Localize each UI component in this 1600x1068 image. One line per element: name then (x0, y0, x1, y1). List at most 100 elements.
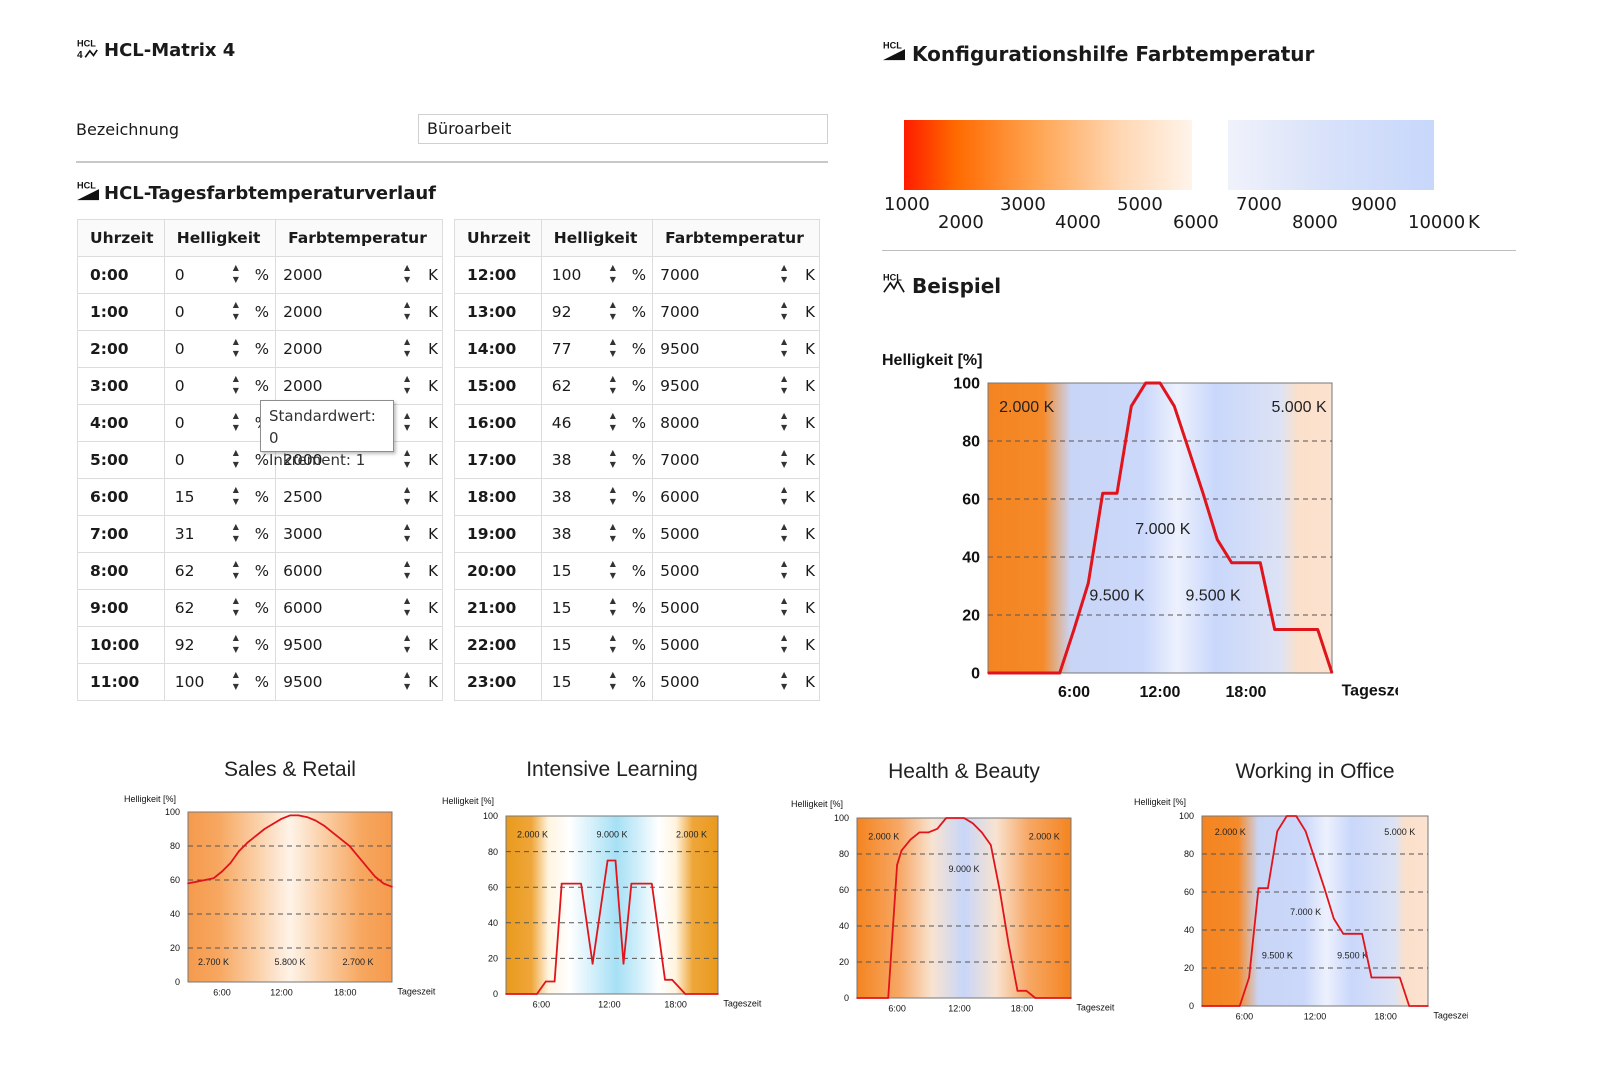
brightness-value[interactable]: 100 (174, 673, 205, 691)
temperature-stepper[interactable]: 5000 ▲ ▼ K (653, 627, 819, 663)
temperature-value[interactable]: 6000 (283, 599, 323, 617)
temperature-value[interactable]: 2500 (283, 488, 323, 506)
temperature-value[interactable]: 2000 (283, 377, 323, 395)
spinner-icon[interactable]: ▲ ▼ (404, 337, 411, 358)
brightness-value[interactable]: 31 (174, 525, 195, 543)
temperature-stepper[interactable]: 8000 ▲ ▼ K (653, 405, 819, 441)
temperature-stepper[interactable]: 2000 ▲ ▼ K (276, 294, 442, 330)
temperature-value[interactable]: 7000 (660, 303, 700, 321)
name-input[interactable]: Büroarbeit (418, 114, 828, 144)
brightness-stepper[interactable]: 62 ▲ ▼% (542, 368, 652, 404)
temperature-value[interactable]: 2000 (283, 266, 323, 284)
brightness-stepper[interactable]: 46 ▲ ▼% (542, 405, 652, 441)
spinner-icon[interactable]: ▲ ▼ (781, 411, 788, 432)
brightness-value[interactable]: 38 (551, 451, 572, 469)
spinner-icon[interactable]: ▲ ▼ (781, 300, 788, 321)
brightness-value[interactable]: 0 (174, 414, 185, 432)
spinner-icon[interactable]: ▲ ▼ (232, 337, 239, 358)
temperature-stepper[interactable]: 9500 ▲ ▼ K (653, 368, 819, 404)
brightness-stepper[interactable]: 0▲▼% (165, 405, 275, 441)
temperature-stepper[interactable]: 7000 ▲ ▼ K (653, 442, 819, 478)
brightness-stepper[interactable]: 0▲▼% (165, 442, 275, 478)
brightness-stepper[interactable]: 0▲▼% (165, 294, 275, 330)
spinner-icon[interactable]: ▲ ▼ (404, 670, 411, 691)
brightness-value[interactable]: 38 (551, 525, 572, 543)
spinner-icon[interactable]: ▲ ▼ (232, 485, 239, 506)
temperature-value[interactable]: 7000 (660, 266, 700, 284)
brightness-stepper[interactable]: 100 ▲ ▼% (542, 257, 652, 293)
temperature-value[interactable]: 9500 (283, 636, 323, 654)
brightness-stepper[interactable]: 92 ▲ ▼% (165, 627, 275, 663)
temperature-value[interactable]: 2000 (283, 451, 323, 469)
brightness-value[interactable]: 0 (174, 303, 185, 321)
spinner-icon[interactable]: ▲ ▼ (404, 596, 411, 617)
temperature-stepper[interactable]: 5000 ▲ ▼ K (653, 590, 819, 626)
temperature-stepper[interactable]: 9500 ▲ ▼ K (276, 627, 442, 663)
spinner-icon[interactable]: ▲ ▼ (404, 559, 411, 580)
brightness-stepper[interactable]: 0▲▼% (165, 257, 275, 293)
temperature-value[interactable]: 5000 (660, 599, 700, 617)
temperature-value[interactable]: 8000 (660, 414, 700, 432)
brightness-value[interactable]: 15 (174, 488, 195, 506)
spinner-icon[interactable]: ▲ ▼ (232, 633, 239, 654)
temperature-value[interactable]: 5000 (660, 525, 700, 543)
brightness-value[interactable]: 92 (551, 303, 572, 321)
spinner-icon[interactable]: ▲ ▼ (609, 559, 616, 580)
spinner-icon[interactable]: ▲ ▼ (232, 670, 239, 691)
spinner-icon[interactable]: ▲ ▼ (781, 448, 788, 469)
temperature-stepper[interactable]: 6000 ▲ ▼ K (276, 590, 442, 626)
spinner-icon[interactable]: ▲ ▼ (609, 263, 616, 284)
brightness-stepper[interactable]: 38 ▲ ▼% (542, 516, 652, 552)
spinner-icon[interactable]: ▲ ▼ (781, 596, 788, 617)
spinner-icon[interactable]: ▲ ▼ (232, 263, 239, 284)
temperature-value[interactable]: 5000 (660, 673, 700, 691)
brightness-value[interactable]: 0 (174, 340, 185, 358)
brightness-stepper[interactable]: 15 ▲ ▼% (542, 553, 652, 589)
spinner-icon[interactable]: ▲ ▼ (404, 485, 411, 506)
temperature-stepper[interactable]: 5000 ▲ ▼ K (653, 553, 819, 589)
spinner-icon[interactable]: ▲ ▼ (781, 633, 788, 654)
brightness-value[interactable]: 15 (551, 562, 572, 580)
temperature-stepper[interactable]: 2000 ▲ ▼ K (276, 331, 442, 367)
brightness-value[interactable]: 15 (551, 599, 572, 617)
spinner-icon[interactable]: ▲ ▼ (232, 448, 239, 469)
spinner-icon[interactable]: ▲ ▼ (609, 300, 616, 321)
temperature-stepper[interactable]: 2000 ▲ ▼ K (276, 257, 442, 293)
spinner-icon[interactable]: ▲ ▼ (404, 522, 411, 543)
temperature-value[interactable]: 9500 (283, 673, 323, 691)
temperature-value[interactable]: 6000 (283, 562, 323, 580)
brightness-value[interactable]: 100 (551, 266, 582, 284)
brightness-stepper[interactable]: 0▲▼% (165, 331, 275, 367)
spinner-icon[interactable]: ▲ ▼ (609, 633, 616, 654)
temperature-stepper[interactable]: 2000 ▲ ▼ K (276, 368, 442, 404)
temperature-value[interactable]: 2000 (283, 303, 323, 321)
spinner-icon[interactable]: ▲ ▼ (781, 337, 788, 358)
temperature-value[interactable]: 6000 (660, 488, 700, 506)
brightness-value[interactable]: 0 (174, 377, 185, 395)
spinner-icon[interactable]: ▲ ▼ (232, 596, 239, 617)
temperature-stepper[interactable]: 9500 ▲ ▼ K (653, 331, 819, 367)
temperature-stepper[interactable]: 5000 ▲ ▼ K (653, 664, 819, 700)
brightness-value[interactable]: 15 (551, 636, 572, 654)
brightness-stepper[interactable]: 0▲▼% (165, 368, 275, 404)
spinner-icon[interactable]: ▲ ▼ (609, 522, 616, 543)
brightness-value[interactable]: 15 (551, 673, 572, 691)
temperature-value[interactable]: 3000 (283, 525, 323, 543)
brightness-value[interactable]: 0 (174, 266, 185, 284)
temperature-value[interactable]: 5000 (660, 636, 700, 654)
spinner-icon[interactable]: ▲ ▼ (609, 485, 616, 506)
spinner-icon[interactable]: ▲ ▼ (404, 633, 411, 654)
brightness-stepper[interactable]: 77 ▲ ▼% (542, 331, 652, 367)
temperature-value[interactable]: 9500 (660, 340, 700, 358)
spinner-icon[interactable]: ▲ ▼ (404, 300, 411, 321)
spinner-icon[interactable]: ▲ ▼ (404, 263, 411, 284)
temperature-stepper[interactable]: 7000 ▲ ▼ K (653, 294, 819, 330)
brightness-value[interactable]: 92 (174, 636, 195, 654)
brightness-stepper[interactable]: 15 ▲ ▼% (165, 479, 275, 515)
spinner-icon[interactable]: ▲ ▼ (404, 448, 411, 469)
spinner-icon[interactable]: ▲ ▼ (232, 559, 239, 580)
spinner-icon[interactable]: ▲ ▼ (609, 374, 616, 395)
spinner-icon[interactable]: ▲ ▼ (781, 559, 788, 580)
temperature-value[interactable]: 2000 (283, 340, 323, 358)
spinner-icon[interactable]: ▲ ▼ (781, 670, 788, 691)
